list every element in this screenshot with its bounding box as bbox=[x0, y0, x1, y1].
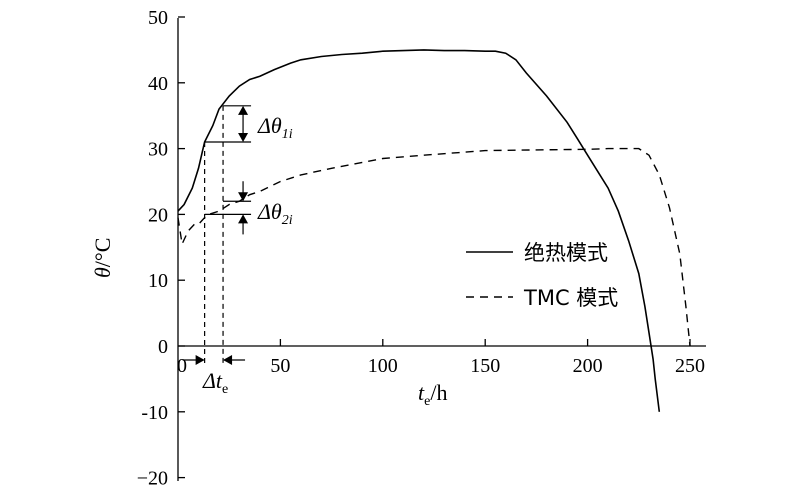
delta-theta-2-arrowhead-bottom bbox=[238, 214, 249, 224]
y-ticks: 50 40 30 20 10 0 -10 −20 bbox=[137, 7, 185, 490]
delta-theta-1-label: Δθ1i bbox=[257, 113, 293, 142]
x-tick-label: 100 bbox=[368, 355, 398, 377]
y-tick-label: 20 bbox=[148, 204, 168, 226]
x-axis-label: te/h bbox=[418, 380, 447, 409]
delta-theta-1-arrowhead-top bbox=[238, 105, 249, 115]
y-tick-label: 0 bbox=[158, 336, 168, 358]
x-tick-label: 200 bbox=[573, 355, 603, 377]
delta-theta-2-arrowhead-top bbox=[238, 192, 249, 202]
legend-label-adiabatic: 绝热模式 bbox=[524, 241, 608, 265]
x-tick-label: 0 bbox=[177, 355, 187, 377]
legend: 绝热模式 TMC 模式 bbox=[466, 241, 618, 310]
x-ticks: 0 50 100 150 200 250 bbox=[177, 339, 705, 377]
y-tick-label: −20 bbox=[137, 468, 168, 490]
delta-te-label: Δte bbox=[202, 368, 228, 397]
delta-theta-1-arrowhead-bottom bbox=[238, 133, 249, 143]
delta-theta-2-label: Δθ2i bbox=[257, 199, 293, 228]
delta-te-arrowhead-right bbox=[223, 355, 233, 365]
x-tick-label: 150 bbox=[470, 355, 500, 377]
y-axis-label: θ/°C bbox=[90, 238, 115, 278]
series-line-adiabatic bbox=[177, 49, 661, 412]
y-tick-label: -10 bbox=[141, 402, 168, 424]
series-line-tmc bbox=[177, 147, 691, 347]
y-tick-label: 40 bbox=[148, 73, 168, 95]
x-tick-label: 250 bbox=[675, 355, 705, 377]
x-tick-label: 50 bbox=[270, 355, 290, 377]
legend-label-tmc: TMC 模式 bbox=[523, 286, 618, 310]
delta-te-arrowhead-left bbox=[195, 355, 205, 365]
y-tick-label: 30 bbox=[148, 139, 168, 161]
annotations bbox=[182, 105, 252, 365]
y-tick-label: 50 bbox=[148, 7, 168, 29]
y-tick-label: 10 bbox=[148, 270, 168, 292]
